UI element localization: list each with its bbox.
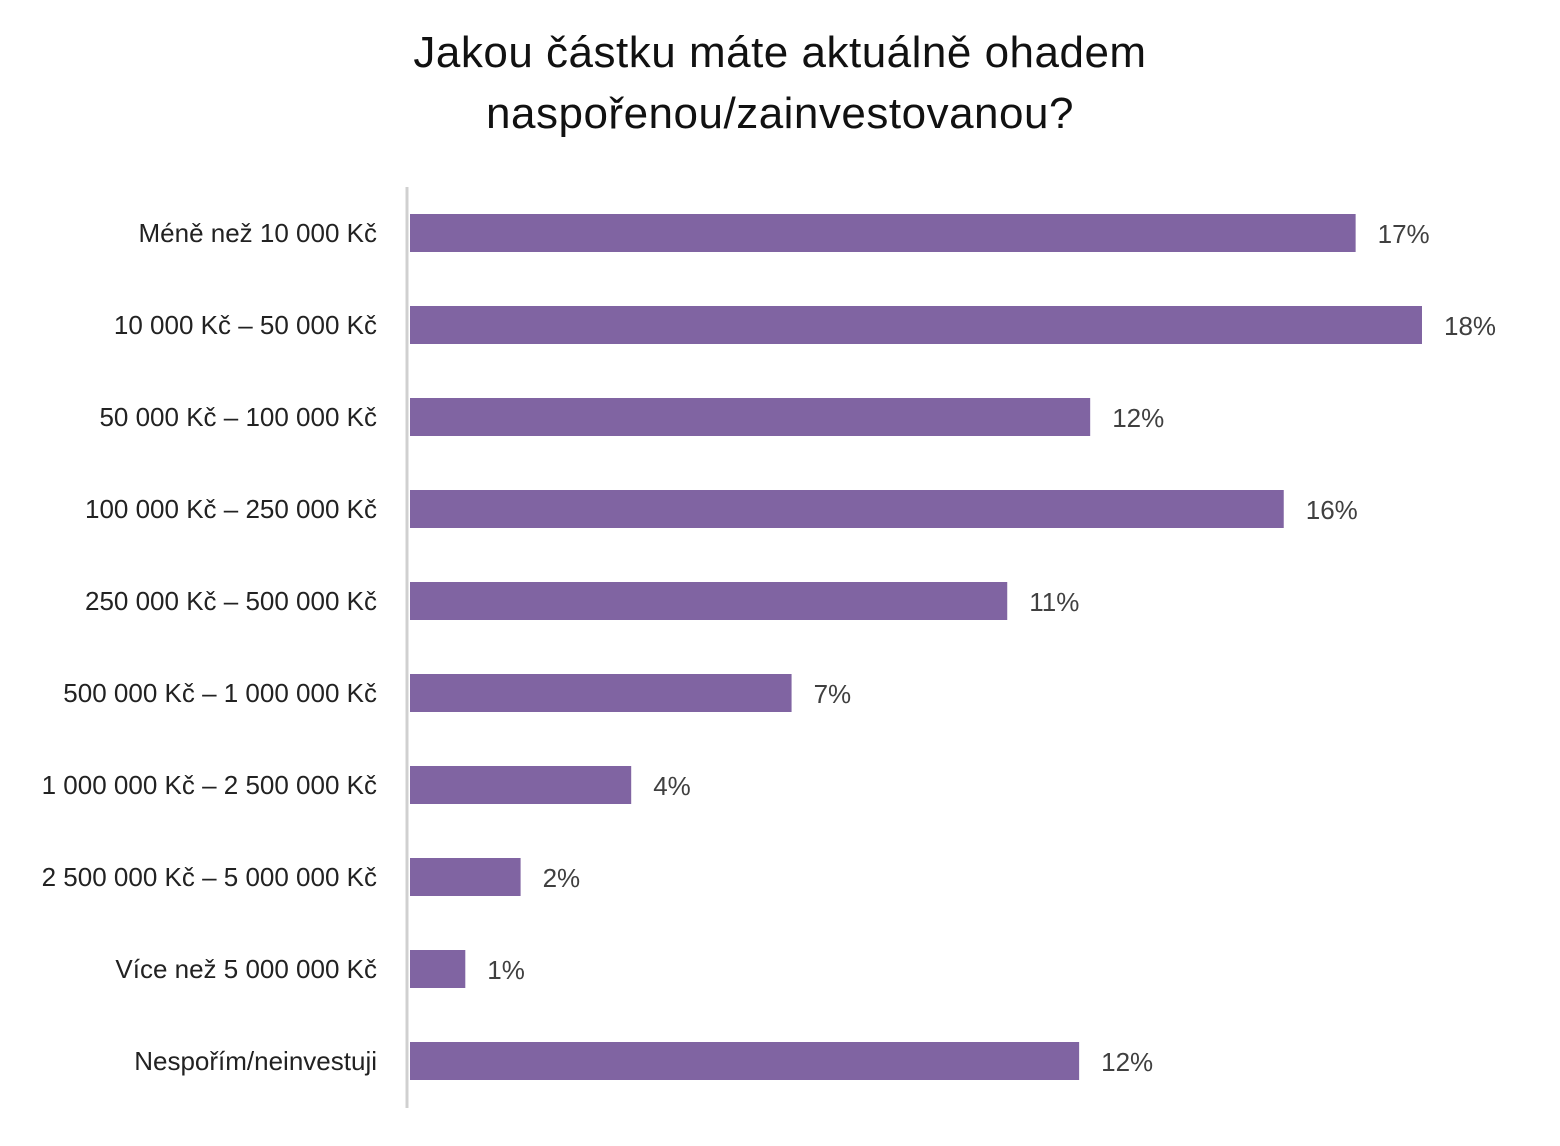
- bar: [410, 398, 1091, 436]
- bar: [410, 306, 1422, 344]
- chart-title: Jakou částku máte aktuálně ohadem naspoř…: [413, 28, 1147, 138]
- category-label: 1 000 000 Kč – 2 500 000 Kč: [42, 770, 377, 800]
- bar: [410, 950, 466, 988]
- category-label: 10 000 Kč – 50 000 Kč: [114, 310, 377, 340]
- bar: [410, 1042, 1080, 1080]
- bar: [410, 674, 792, 712]
- bar: [410, 490, 1284, 528]
- bar: [410, 766, 632, 804]
- value-label: 2%: [543, 863, 581, 893]
- bar: [410, 582, 1008, 620]
- bar: [410, 858, 521, 896]
- value-label: 17%: [1378, 219, 1430, 249]
- category-label: Nespořím/neinvestuji: [134, 1046, 377, 1076]
- value-label: 12%: [1112, 403, 1164, 433]
- category-label: Méně než 10 000 Kč: [139, 218, 378, 248]
- category-label: 50 000 Kč – 100 000 Kč: [99, 402, 377, 432]
- category-label: 250 000 Kč – 500 000 Kč: [85, 586, 377, 616]
- category-label: 100 000 Kč – 250 000 Kč: [85, 494, 377, 524]
- category-label: 2 500 000 Kč – 5 000 000 Kč: [42, 862, 377, 892]
- value-label: 4%: [653, 771, 691, 801]
- category-label: Více než 5 000 000 Kč: [115, 954, 377, 984]
- category-label: 500 000 Kč – 1 000 000 Kč: [63, 678, 377, 708]
- value-label: 16%: [1306, 495, 1358, 525]
- value-label: 11%: [1029, 587, 1079, 617]
- value-label: 18%: [1444, 311, 1496, 341]
- value-label: 7%: [814, 679, 852, 709]
- bar: [410, 214, 1356, 252]
- value-label: 1%: [487, 955, 525, 985]
- value-label: 12%: [1101, 1047, 1153, 1077]
